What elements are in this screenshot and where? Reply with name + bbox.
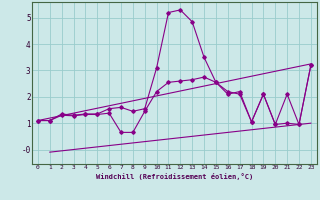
X-axis label: Windchill (Refroidissement éolien,°C): Windchill (Refroidissement éolien,°C) bbox=[96, 173, 253, 180]
